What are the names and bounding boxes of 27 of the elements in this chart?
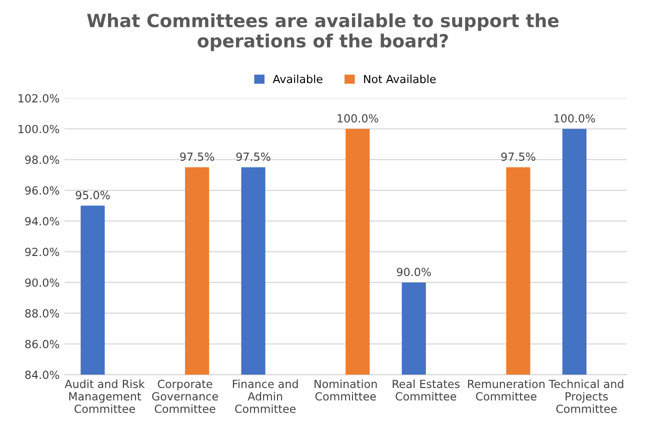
y-tick-label: 94.0% bbox=[25, 216, 60, 226]
data-label: 100.0% bbox=[554, 114, 596, 123]
x-tick-label: Audit and Risk Management Committee bbox=[64, 380, 145, 413]
y-tick-label: 84.0% bbox=[25, 370, 60, 380]
legend-label: Available bbox=[272, 74, 322, 84]
y-tick-label: 98.0% bbox=[25, 156, 60, 164]
data-label: 97.5% bbox=[236, 152, 270, 161]
data-label: 97.5% bbox=[180, 152, 214, 161]
legend-label: Not Available bbox=[364, 74, 436, 84]
y-tick-label: 86.0% bbox=[25, 340, 60, 348]
data-label: 100.0% bbox=[338, 114, 378, 123]
data-label: 97.5% bbox=[501, 152, 536, 161]
x-tick-label: Corporate Governance Committee bbox=[152, 380, 218, 413]
y-tick-label: 102.0% bbox=[18, 94, 60, 102]
y-tick-label: 90.0% bbox=[25, 278, 60, 287]
x-tick-label: Finance and Admin Committee bbox=[232, 380, 298, 413]
y-tick-label: 96.0% bbox=[25, 186, 60, 195]
data-label: 90.0% bbox=[396, 268, 431, 276]
chart-title: What Committees are available to support the operations of the board? bbox=[87, 13, 559, 52]
y-tick-label: 88.0% bbox=[25, 309, 60, 318]
data-label: 95.0% bbox=[76, 190, 110, 200]
y-tick-label: 92.0% bbox=[25, 248, 60, 256]
x-tick-label: Nomination Committee bbox=[314, 380, 377, 401]
y-tick-label: 100.0% bbox=[18, 124, 60, 134]
x-tick-label: Technical and Projects Committee bbox=[548, 380, 624, 413]
x-tick-label: Remuneration Committee bbox=[468, 380, 544, 401]
x-tick-label: Real Estates Committee bbox=[392, 380, 460, 401]
